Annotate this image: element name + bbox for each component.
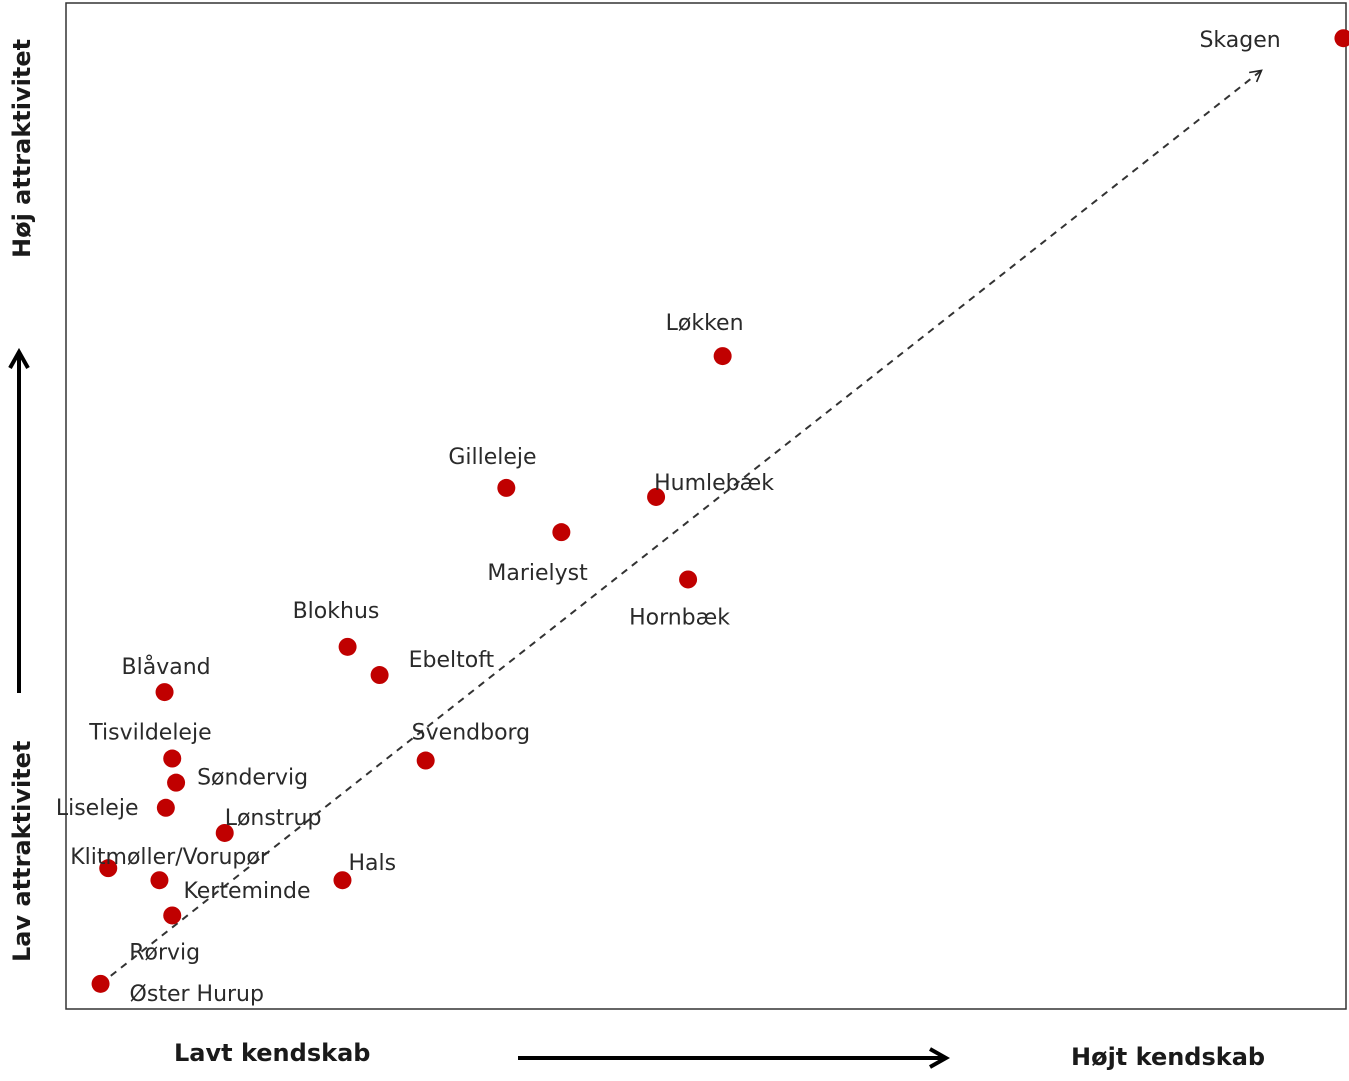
y-low-label: Lav attraktivitet — [8, 741, 36, 962]
point-skagen — [1334, 29, 1349, 48]
point-label-øster-hurup: Øster Hurup — [130, 982, 264, 1007]
point-label-lønstrup: Lønstrup — [225, 806, 322, 831]
point-label-hornbæk: Hornbæk — [629, 605, 730, 630]
point-label-løkken: Løkken — [666, 311, 744, 336]
point-løkken — [713, 347, 732, 366]
point-gilleleje — [497, 478, 516, 497]
data-points: Skagen Løkken Gilleleje Humlebæk Marielyst Ho… — [56, 28, 1349, 1007]
point-label-blåvand: Blåvand — [122, 654, 211, 680]
point-label-hals: Hals — [348, 851, 396, 876]
point-lønstrup — [215, 823, 234, 842]
point-rørvig — [163, 906, 182, 925]
point-label-søndervig: Søndervig — [197, 766, 308, 791]
x-high-label: Højt kendskab — [1071, 1043, 1265, 1071]
trend-arrow — [99, 69, 1263, 985]
point-label-blokhus: Blokhus — [293, 599, 380, 624]
point-label-svendborg: Svendborg — [412, 721, 530, 746]
point-label-gilleleje: Gilleleje — [448, 445, 536, 470]
point-hornbæk — [679, 570, 698, 589]
point-blokhus — [338, 637, 357, 656]
point-klitmøller-vorupør — [99, 859, 118, 878]
point-øster-hurup — [91, 974, 110, 993]
point-liseleje — [156, 798, 175, 817]
point-humlebæk — [647, 487, 666, 506]
point-hals — [333, 871, 352, 890]
y-high-label: Høj attraktivitet — [8, 39, 36, 258]
point-label-liseleje: Liseleje — [56, 796, 139, 821]
plot-frame — [65, 2, 1347, 1010]
point-søndervig — [167, 773, 186, 792]
point-label-marielyst: Marielyst — [487, 561, 588, 586]
point-label-kerteminde: Kerteminde — [183, 879, 310, 904]
point-ebeltoft — [370, 666, 389, 685]
point-label-klitmøller-vorupør: Klitmøller/Vorupør — [70, 845, 270, 870]
point-blåvand — [155, 683, 174, 702]
point-kerteminde — [150, 871, 169, 890]
point-label-rørvig: Rørvig — [129, 940, 200, 965]
x-low-label: Lavt kendskab — [174, 1039, 370, 1067]
point-tisvildeleje — [163, 749, 182, 768]
point-svendborg — [416, 751, 435, 770]
point-label-humlebæk: Humlebæk — [654, 471, 774, 496]
point-marielyst — [552, 523, 571, 542]
point-label-skagen: Skagen — [1199, 28, 1280, 53]
point-label-ebeltoft: Ebeltoft — [409, 648, 495, 673]
point-label-tisvildeleje: Tisvildeleje — [88, 721, 211, 746]
